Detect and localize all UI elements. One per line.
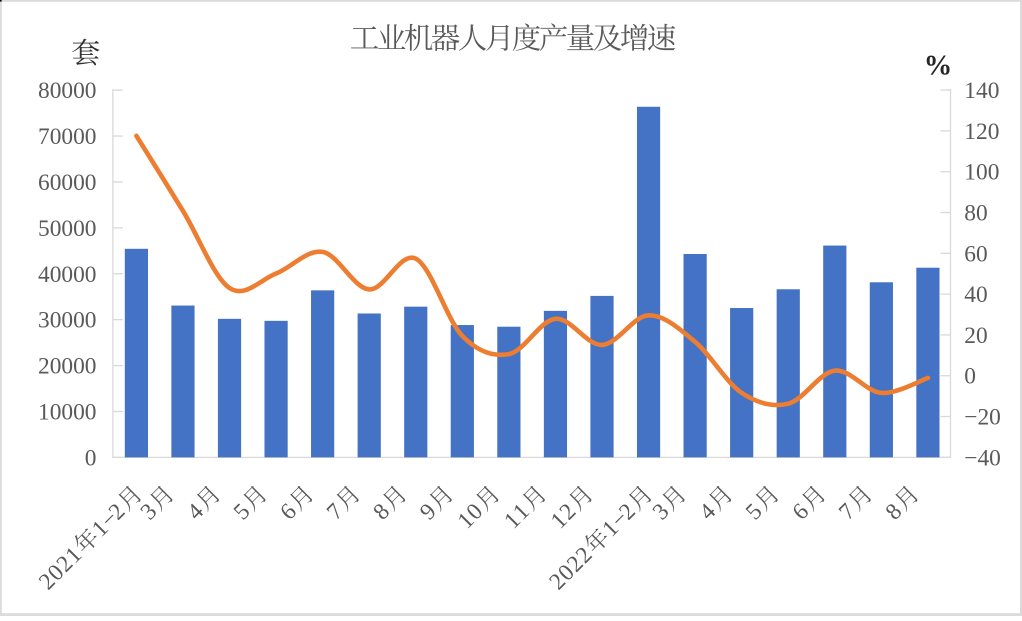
svg-text:50000: 50000	[38, 216, 96, 242]
svg-text:−20: −20	[964, 405, 1001, 431]
svg-text:40000: 40000	[38, 262, 96, 288]
svg-text:100: 100	[964, 160, 999, 186]
svg-text:80: 80	[964, 201, 987, 227]
svg-text:%: %	[924, 51, 953, 82]
svg-text:70000: 70000	[38, 124, 96, 150]
svg-text:40: 40	[964, 282, 987, 308]
svg-text:120: 120	[964, 119, 999, 145]
svg-text:140: 140	[964, 78, 999, 104]
svg-text:0: 0	[964, 364, 976, 390]
svg-text:20000: 20000	[38, 354, 96, 380]
svg-text:10000: 10000	[38, 399, 96, 425]
svg-text:80000: 80000	[38, 78, 96, 104]
svg-text:−40: −40	[964, 445, 1001, 471]
svg-text:60000: 60000	[38, 170, 96, 196]
svg-text:20: 20	[964, 323, 987, 349]
svg-text:30000: 30000	[38, 308, 96, 334]
svg-text:0: 0	[85, 445, 97, 471]
svg-text:60: 60	[964, 241, 987, 267]
